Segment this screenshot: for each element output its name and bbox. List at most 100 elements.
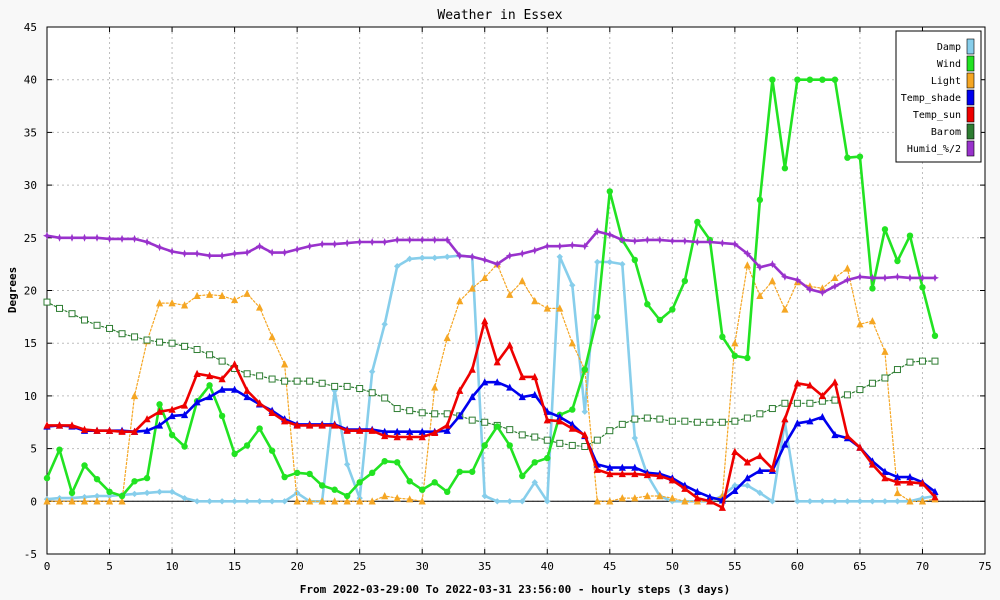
data-point <box>393 433 401 441</box>
data-point <box>205 251 214 260</box>
data-point <box>381 321 388 328</box>
data-point <box>231 498 238 505</box>
x-tick-label: 15 <box>228 560 241 573</box>
data-point <box>56 304 64 312</box>
data-point <box>531 390 539 399</box>
data-point <box>118 234 127 243</box>
data-point <box>756 196 764 204</box>
series-line <box>45 319 937 509</box>
y-tick-label: 35 <box>24 126 37 139</box>
data-point <box>781 165 789 172</box>
data-point <box>893 473 902 481</box>
data-point <box>794 76 801 83</box>
data-point <box>568 424 576 432</box>
data-point <box>556 439 564 447</box>
data-point <box>56 446 63 453</box>
data-point <box>731 352 739 360</box>
data-point <box>180 249 189 258</box>
data-point <box>680 236 689 245</box>
data-point <box>156 401 163 408</box>
data-point <box>443 333 451 342</box>
data-point <box>831 430 839 439</box>
data-point <box>431 428 439 436</box>
data-point <box>105 426 114 434</box>
data-point <box>231 450 238 458</box>
data-point <box>55 233 64 242</box>
data-point <box>844 154 851 161</box>
data-point <box>768 260 777 269</box>
data-point <box>819 76 826 83</box>
data-point <box>43 231 51 240</box>
data-point <box>506 498 513 505</box>
data-point <box>893 272 902 281</box>
data-point <box>43 474 51 482</box>
data-point <box>606 497 614 505</box>
legend-swatch <box>966 89 975 106</box>
x-tick-label: 35 <box>478 560 491 573</box>
data-point <box>80 233 89 242</box>
data-point <box>893 488 902 497</box>
data-point <box>481 442 488 449</box>
data-point <box>668 236 677 245</box>
data-point <box>906 358 914 366</box>
data-point <box>418 427 426 435</box>
data-point <box>256 372 264 380</box>
data-point <box>768 405 776 413</box>
x-tick-label: 0 <box>44 560 51 573</box>
data-point <box>531 297 539 305</box>
data-point <box>918 497 927 505</box>
data-point <box>443 235 452 244</box>
data-point <box>406 407 414 415</box>
data-point <box>894 257 901 265</box>
data-point <box>243 289 251 297</box>
data-point <box>894 498 901 505</box>
data-point <box>705 238 714 247</box>
data-point <box>381 458 388 465</box>
data-point <box>531 459 538 466</box>
data-point <box>206 382 213 389</box>
data-point <box>393 405 401 413</box>
data-point <box>393 427 401 435</box>
data-point <box>81 493 88 501</box>
data-point <box>306 497 314 505</box>
data-point <box>131 478 138 485</box>
data-point <box>431 479 438 486</box>
data-point <box>493 358 501 366</box>
data-point <box>519 472 526 480</box>
data-point <box>381 492 389 500</box>
data-point <box>131 333 139 341</box>
data-point <box>468 365 476 373</box>
data-point <box>594 258 601 266</box>
data-point <box>243 442 251 449</box>
data-point <box>506 442 513 449</box>
data-point <box>368 469 376 477</box>
data-point <box>518 431 526 439</box>
data-point <box>231 295 239 304</box>
data-point <box>781 440 789 448</box>
data-point <box>343 382 351 390</box>
data-point <box>818 391 827 400</box>
data-point <box>368 426 376 434</box>
data-point <box>856 443 864 451</box>
data-point <box>593 465 601 473</box>
data-point <box>581 366 588 373</box>
data-point <box>81 316 89 324</box>
data-point <box>856 153 864 160</box>
data-point <box>456 297 464 305</box>
data-point <box>543 416 551 424</box>
data-point <box>306 377 314 385</box>
data-point <box>806 417 814 425</box>
data-point <box>68 489 76 497</box>
data-point <box>818 412 827 421</box>
data-point <box>930 273 939 282</box>
data-point <box>68 497 76 505</box>
data-point <box>706 497 714 505</box>
data-point <box>105 497 114 505</box>
legend-label: Humid_%/2 <box>907 144 961 155</box>
data-point <box>281 473 288 481</box>
data-point <box>781 305 789 313</box>
data-point <box>831 273 839 282</box>
series-humid-2 <box>43 227 939 297</box>
data-point <box>155 407 164 415</box>
